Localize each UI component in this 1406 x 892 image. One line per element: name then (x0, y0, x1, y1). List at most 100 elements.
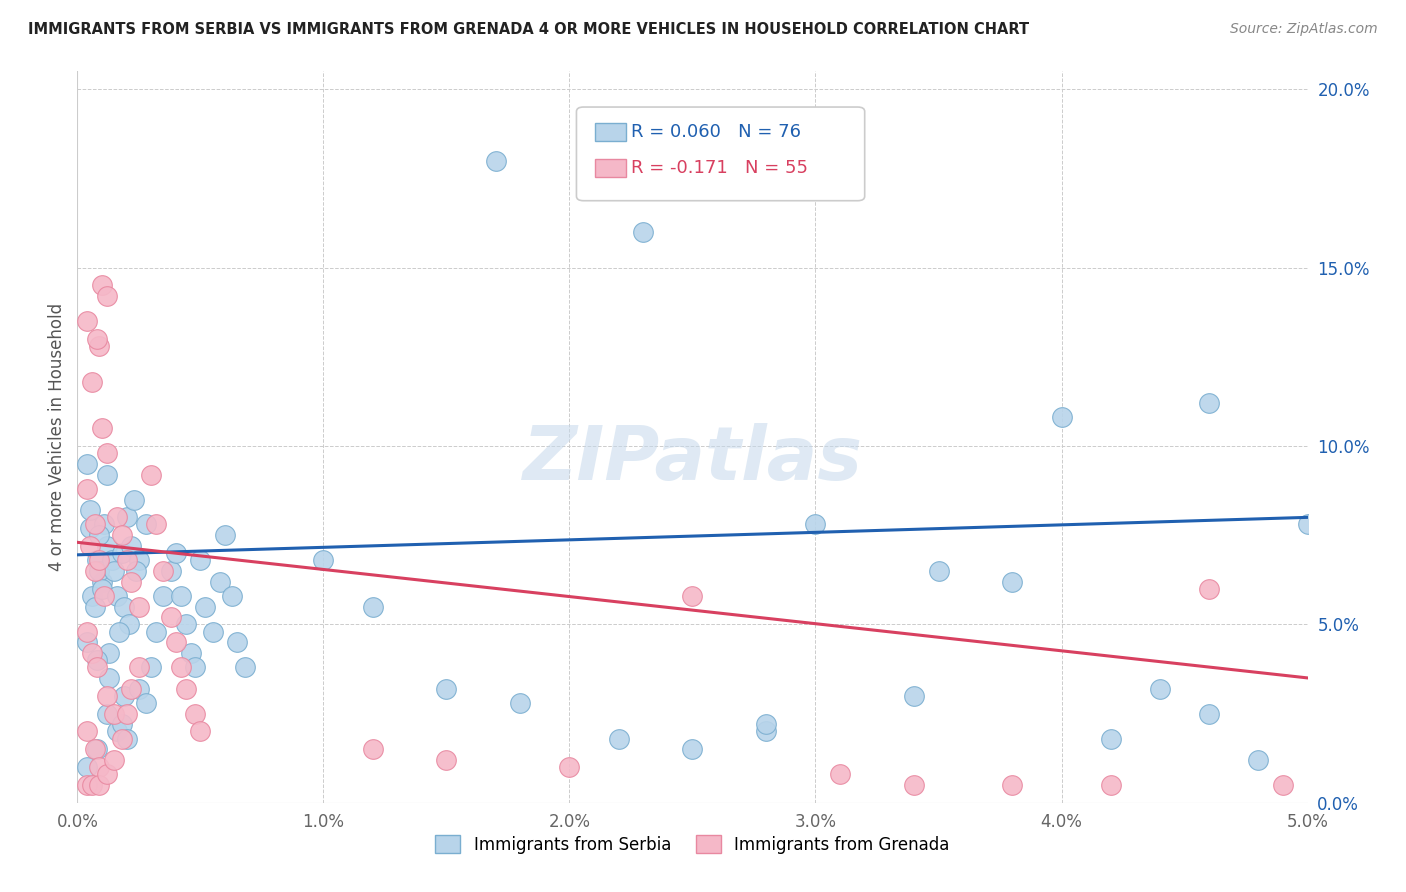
Text: ZIPatlas: ZIPatlas (523, 423, 862, 496)
Legend: Immigrants from Serbia, Immigrants from Grenada: Immigrants from Serbia, Immigrants from … (429, 829, 956, 860)
Point (165, 635, 187, 649)
Point (86, 653, 108, 667)
Point (141, 467, 163, 482)
Point (111, 731, 132, 746)
Point (160, 564, 183, 578)
Point (165, 546, 187, 560)
Point (169, 589, 191, 603)
Point (101, 553, 124, 567)
Point (90, 421, 114, 435)
Point (105, 510, 128, 524)
Point (485, 153, 508, 168)
Point (194, 599, 217, 614)
Point (607, 731, 630, 746)
Text: R = -0.171   N = 55: R = -0.171 N = 55 (631, 159, 808, 177)
Point (82, 375, 104, 389)
Point (89, 528, 111, 542)
Point (96, 706, 118, 721)
Point (121, 539, 143, 553)
Point (125, 564, 148, 578)
Point (1099, 731, 1122, 746)
Point (436, 753, 458, 767)
Point (103, 564, 125, 578)
Point (184, 706, 207, 721)
Point (1272, 778, 1295, 792)
Point (76, 760, 98, 774)
Point (928, 564, 950, 578)
Point (1198, 582, 1220, 596)
Point (115, 731, 138, 746)
Point (1149, 681, 1171, 696)
Point (115, 553, 138, 567)
Point (76, 624, 98, 639)
Point (115, 510, 138, 524)
Point (115, 706, 138, 721)
Point (98, 671, 121, 685)
Point (233, 660, 256, 674)
Point (83, 599, 105, 614)
Point (76, 482, 98, 496)
Point (118, 617, 141, 632)
Point (682, 589, 704, 603)
Point (830, 767, 852, 781)
Point (96, 539, 118, 553)
Point (105, 724, 128, 739)
Text: IMMIGRANTS FROM SERBIA VS IMMIGRANTS FROM GRENADA 4 OR MORE VEHICLES IN HOUSEHOL: IMMIGRANTS FROM SERBIA VS IMMIGRANTS FRO… (28, 22, 1029, 37)
Point (145, 517, 167, 532)
Point (90, 582, 114, 596)
Point (804, 517, 827, 532)
Point (184, 660, 207, 674)
Point (558, 760, 581, 774)
Point (93, 517, 115, 532)
Point (79, 521, 101, 535)
Point (79, 503, 101, 517)
Point (201, 624, 224, 639)
Point (361, 742, 384, 756)
Point (1198, 396, 1220, 410)
Point (105, 589, 128, 603)
Point (76, 724, 98, 739)
Point (89, 778, 111, 792)
Point (903, 778, 925, 792)
Point (82, 778, 104, 792)
Point (96, 689, 118, 703)
Point (90, 278, 114, 293)
Point (169, 660, 191, 674)
Point (755, 717, 778, 731)
Point (86, 553, 108, 567)
Point (98, 646, 121, 660)
Point (76, 314, 98, 328)
Point (121, 681, 143, 696)
Point (128, 681, 150, 696)
Point (174, 681, 197, 696)
Point (121, 574, 143, 589)
Point (208, 574, 231, 589)
Point (76, 457, 98, 471)
Point (103, 706, 125, 721)
Point (76, 778, 98, 792)
Point (128, 553, 150, 567)
Point (96, 289, 118, 303)
Point (135, 517, 157, 532)
Point (1001, 778, 1024, 792)
Point (76, 635, 98, 649)
Point (89, 339, 111, 353)
Point (89, 553, 111, 567)
Point (83, 564, 105, 578)
Point (112, 689, 135, 703)
Point (221, 589, 243, 603)
Point (122, 492, 145, 507)
Point (111, 717, 132, 731)
Point (188, 724, 212, 739)
Point (79, 539, 101, 553)
Point (214, 528, 236, 542)
Point (86, 742, 108, 756)
Point (1296, 517, 1319, 532)
Point (112, 599, 135, 614)
Point (312, 553, 335, 567)
Point (226, 635, 249, 649)
Point (128, 599, 150, 614)
Point (1247, 753, 1270, 767)
Point (160, 610, 183, 624)
Point (174, 617, 197, 632)
